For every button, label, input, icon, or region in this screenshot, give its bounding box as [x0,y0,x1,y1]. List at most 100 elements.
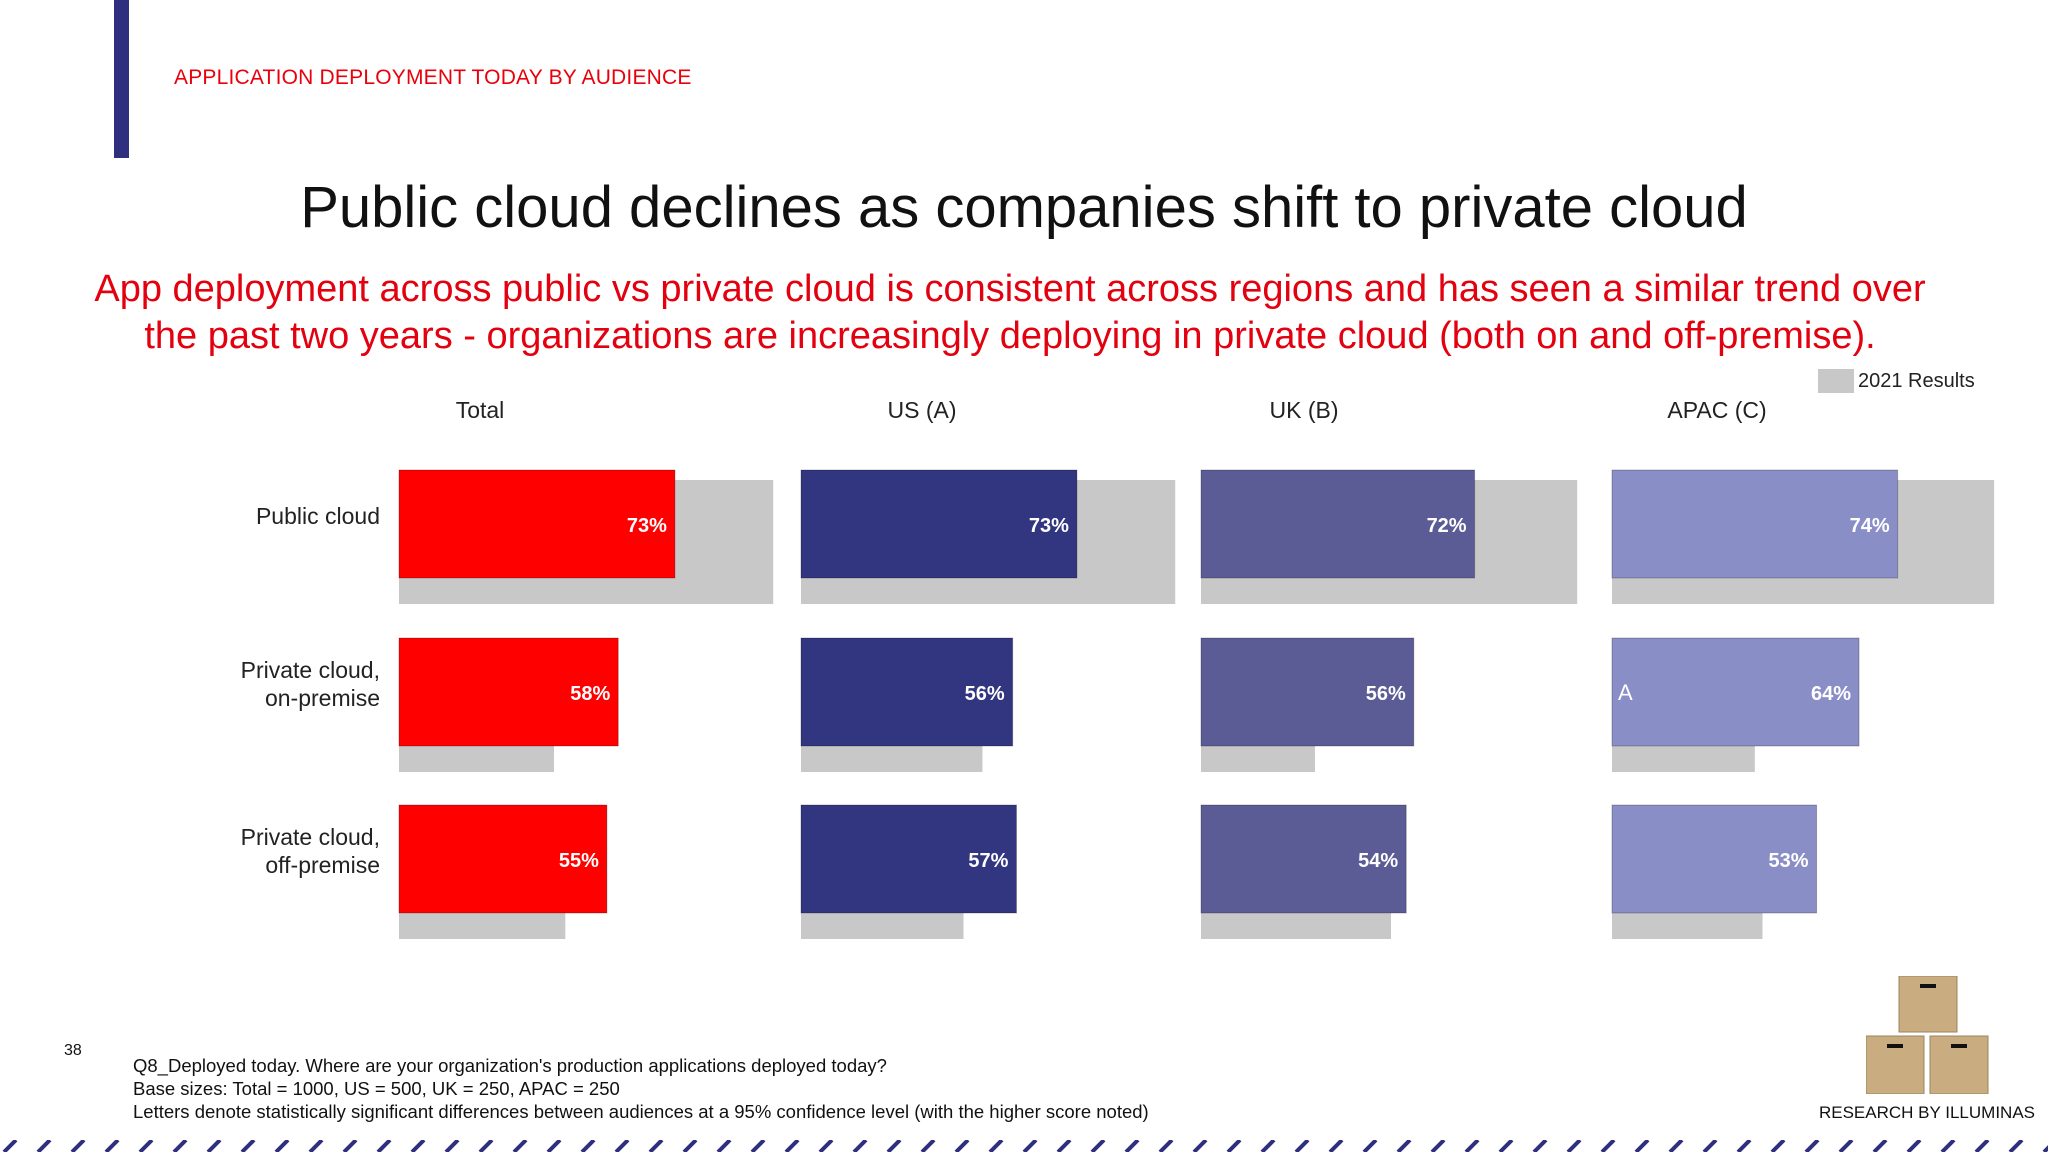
stripe-mark [240,1140,256,1152]
stripe-mark [172,1140,188,1152]
data-label: 74% [1850,515,1890,537]
stripe-mark [1294,1140,1310,1152]
stripe-mark [614,1140,630,1152]
stripe-mark [580,1140,596,1152]
stripe-mark [1736,1140,1752,1152]
data-label: 57% [968,850,1008,872]
stripe-mark [1124,1140,1140,1152]
stripe-mark [852,1140,868,1152]
value-bar [1611,637,1860,747]
value-bar [1200,637,1415,747]
stacked-boxes-logo-icon [1866,976,1989,1094]
stripe-mark [784,1140,800,1152]
panel-header: US (A) [888,397,957,423]
stripe-mark [1804,1140,1820,1152]
value-bar [398,804,608,914]
stripe-mark [512,1140,528,1152]
stripe-mark [2008,1140,2024,1152]
value-bar [800,469,1078,579]
stripe-mark [920,1140,936,1152]
subtitle-line-2: the past two years - organizations are i… [144,315,1876,357]
stripe-mark [1906,1140,1922,1152]
value-bar [1200,469,1476,579]
stripe-mark [478,1140,494,1152]
accent-bar [114,0,129,158]
stripe-mark [1430,1140,1446,1152]
value-bar [800,637,1014,747]
stripe-mark [954,1140,970,1152]
stripe-mark [988,1140,1004,1152]
data-label: 55% [559,850,599,872]
footnote-base-sizes: Base sizes: Total = 1000, US = 500, UK =… [133,1078,620,1099]
data-label: 53% [1769,850,1809,872]
value-bar [398,637,619,747]
stripe-mark [750,1140,766,1152]
stripe-mark [308,1140,324,1152]
stripe-mark [274,1140,290,1152]
data-label: 58% [570,683,610,705]
footnote-significance: Letters denote statistically significant… [133,1101,1149,1122]
legend-label: 2021 Results [1858,369,1975,392]
stripe-mark [2,1140,18,1152]
stripe-mark [70,1140,86,1152]
stripe-mark [444,1140,460,1152]
page-number: 38 [64,1042,82,1059]
stripe-mark [648,1140,664,1152]
stripe-mark [1328,1140,1344,1152]
data-label: 73% [627,515,667,537]
section-label: APPLICATION DEPLOYMENT TODAY BY AUDIENCE [174,66,692,89]
stripe-mark [716,1140,732,1152]
subtitle-line-1: App deployment across public vs private … [94,268,1926,310]
stripe-mark [818,1140,834,1152]
page-subtitle: App deployment across public vs private … [60,266,1960,360]
stripe-mark [1192,1140,1208,1152]
stripe-mark [1158,1140,1174,1152]
stripe-mark [546,1140,562,1152]
category-label: off-premise [265,852,380,878]
data-label: 56% [1366,683,1406,705]
stripe-mark [1464,1140,1480,1152]
stripe-mark [1600,1140,1616,1152]
footnote-question: Q8_Deployed today. Where are your organi… [133,1055,887,1076]
stripe-mark [1668,1140,1684,1152]
legend-swatch [1818,369,1854,393]
stripe-mark [1498,1140,1514,1152]
data-label: 54% [1358,850,1398,872]
data-label: 73% [1029,515,1069,537]
stripe-mark [342,1140,358,1152]
data-label: 64% [1811,683,1851,705]
value-bar [398,469,676,579]
data-label: 56% [965,683,1005,705]
stripe-mark [1362,1140,1378,1152]
research-credit: RESEARCH BY ILLUMINAS [1818,1103,2035,1122]
significance-marker: A [1618,680,1633,705]
stripe-mark [1974,1140,1990,1152]
category-label: Public cloud [256,503,380,529]
stripe-mark [682,1140,698,1152]
data-label: 72% [1427,515,1467,537]
stripe-mark [886,1140,902,1152]
stripe-mark [1770,1140,1786,1152]
stripe-mark [1702,1140,1718,1152]
category-label: on-premise [265,685,380,711]
stripe-border [2,1140,2048,1152]
stripe-mark [1566,1140,1582,1152]
stripe-mark [1226,1140,1242,1152]
stripe-mark [206,1140,222,1152]
panel-header: Total [456,397,505,423]
page-title: Public cloud declines as companies shift… [300,175,1748,240]
stripe-mark [1872,1140,1888,1152]
panel-header: APAC (C) [1667,397,1766,423]
chart-legend: 2021 Results [1818,369,1975,393]
category-label: Private cloud, [241,657,380,683]
stripe-mark [104,1140,120,1152]
value-bar [1611,804,1818,914]
category-label: Private cloud, [241,824,380,850]
stripe-mark [410,1140,426,1152]
stripe-mark [138,1140,154,1152]
stripe-mark [1260,1140,1276,1152]
stripe-mark [1056,1140,1072,1152]
stripe-mark [376,1140,392,1152]
footnotes: Q8_Deployed today. Where are your organi… [133,1054,1149,1123]
